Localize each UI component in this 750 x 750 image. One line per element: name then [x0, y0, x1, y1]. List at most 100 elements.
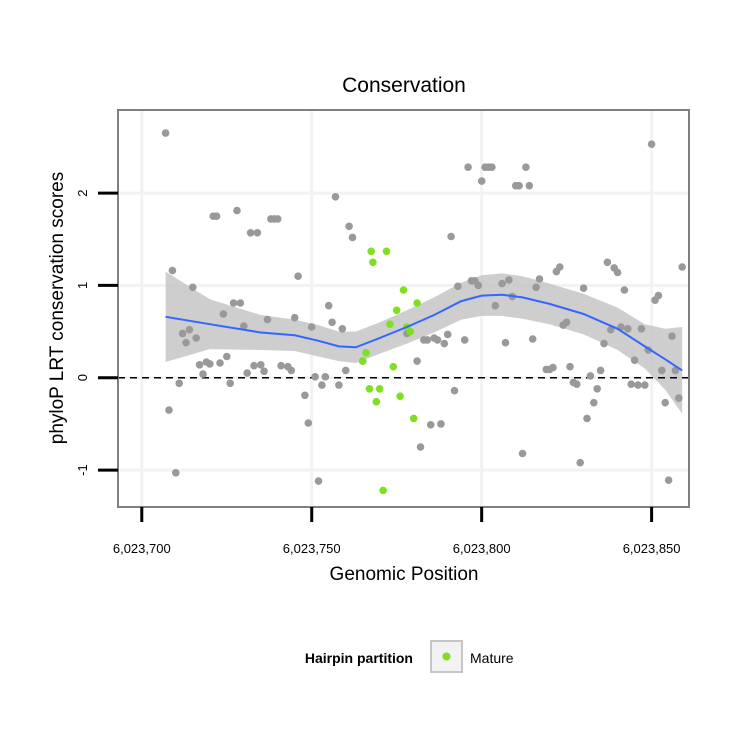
- other-point-70: [464, 163, 472, 171]
- other-point-51: [341, 366, 350, 375]
- other-point-49: [335, 381, 343, 389]
- other-point-46: [324, 301, 333, 310]
- other-point-66: [447, 232, 455, 241]
- other-point-4: [175, 379, 183, 388]
- legend: Hairpin partition Mature: [305, 640, 514, 673]
- mature-point-1: [362, 349, 370, 357]
- smooth-line-layer: [165, 293, 683, 372]
- other-point-16: [216, 359, 224, 367]
- mature-point-10: [389, 362, 398, 371]
- other-point-6: [182, 338, 190, 347]
- other-point-69: [460, 336, 469, 344]
- other-point-80: [501, 338, 510, 347]
- other-point-37: [290, 313, 299, 322]
- other-point-118: [634, 381, 642, 389]
- other-point-67: [450, 386, 459, 395]
- mature-points-layer: [358, 247, 421, 495]
- other-point-29: [260, 367, 268, 376]
- other-point-25: [246, 229, 255, 237]
- other-point-0: [161, 129, 170, 137]
- other-point-5: [178, 329, 187, 338]
- other-point-109: [603, 258, 612, 267]
- other-point-50: [338, 325, 347, 333]
- mature-point-0: [358, 357, 367, 365]
- other-point-22: [236, 299, 245, 307]
- other-point-47: [328, 318, 336, 327]
- other-point-18: [223, 352, 231, 361]
- other-point-45: [321, 373, 330, 381]
- other-point-39: [301, 391, 309, 400]
- other-point-125: [658, 366, 666, 375]
- other-point-26: [250, 361, 258, 370]
- other-point-24: [243, 369, 251, 377]
- mature-point-9: [386, 320, 394, 329]
- other-point-40: [304, 419, 313, 427]
- other-point-84: [515, 181, 523, 190]
- other-point-95: [556, 263, 564, 271]
- x-tick-label-0: 6,023,700: [113, 541, 171, 556]
- other-point-42: [311, 373, 319, 381]
- other-point-17: [219, 310, 228, 318]
- other-point-115: [624, 325, 632, 333]
- other-point-64: [440, 339, 449, 348]
- other-point-30: [263, 315, 272, 324]
- other-point-129: [671, 366, 680, 375]
- other-point-77: [488, 163, 496, 171]
- other-point-120: [641, 381, 649, 389]
- other-point-56: [413, 357, 421, 365]
- other-point-93: [549, 363, 557, 372]
- other-point-101: [576, 458, 584, 467]
- other-point-102: [579, 284, 588, 293]
- other-point-59: [423, 336, 432, 344]
- x-tick-label-3: 6,023,850: [623, 541, 681, 556]
- other-point-127: [664, 476, 673, 485]
- other-point-122: [647, 140, 656, 148]
- other-point-21: [233, 206, 241, 215]
- other-point-60: [426, 421, 435, 429]
- y-axis: -1 0 1 2: [75, 189, 118, 476]
- mature-point-13: [399, 286, 408, 294]
- plot-frame: [117, 109, 690, 508]
- other-point-48: [331, 193, 340, 201]
- other-point-63: [437, 420, 445, 428]
- other-point-34: [277, 361, 285, 370]
- other-point-131: [678, 263, 686, 271]
- x-tick-label-1: 6,023,750: [283, 541, 341, 556]
- confidence-band: [165, 271, 683, 414]
- other-point-43: [314, 477, 323, 485]
- other-point-78: [491, 301, 500, 310]
- smooth-fit-line: [165, 293, 683, 372]
- other-point-1: [165, 406, 173, 414]
- other-point-41: [307, 323, 316, 331]
- other-point-112: [613, 268, 622, 277]
- other-point-27: [253, 229, 262, 237]
- other-point-106: [593, 385, 601, 393]
- other-point-119: [637, 325, 646, 333]
- other-point-116: [627, 380, 635, 389]
- x-axis: 6,023,700 6,023,750 6,023,800 6,023,850: [113, 507, 681, 556]
- other-point-57: [416, 443, 425, 451]
- mature-point-5: [372, 397, 381, 406]
- other-point-90: [535, 275, 544, 283]
- other-point-13: [206, 360, 214, 368]
- mature-point-3: [367, 247, 376, 256]
- other-point-36: [287, 366, 296, 375]
- other-point-9: [192, 334, 200, 342]
- other-point-81: [505, 276, 513, 284]
- other-point-124: [654, 291, 663, 300]
- other-point-105: [590, 398, 598, 407]
- other-point-126: [661, 398, 669, 407]
- other-point-79: [498, 279, 506, 288]
- other-point-85: [518, 449, 527, 458]
- mature-point-8: [382, 247, 391, 256]
- mature-point-6: [375, 385, 384, 393]
- other-point-38: [294, 272, 302, 281]
- mature-point-11: [392, 306, 401, 315]
- legend-entry-mature: Mature: [470, 650, 514, 666]
- mature-point-4: [369, 258, 377, 267]
- mature-point-7: [379, 486, 387, 495]
- other-point-20: [229, 299, 238, 307]
- other-point-100: [573, 380, 581, 389]
- legend-key-mature-dot: [442, 652, 451, 661]
- other-point-68: [454, 282, 462, 291]
